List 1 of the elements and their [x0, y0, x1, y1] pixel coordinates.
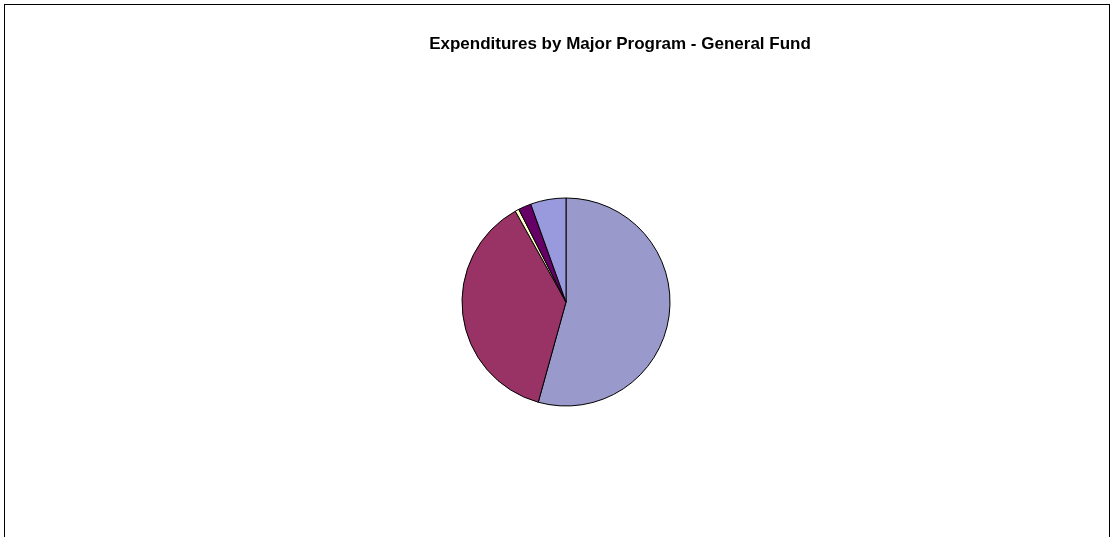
chart-title: Expenditures by Major Program - General Fund [429, 34, 811, 53]
